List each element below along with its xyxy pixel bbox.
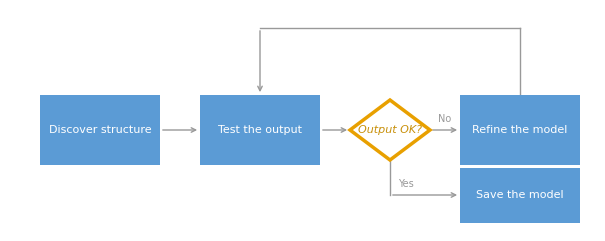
Text: Output OK?: Output OK? [358,125,422,135]
FancyBboxPatch shape [40,95,160,165]
FancyBboxPatch shape [460,95,580,165]
Text: No: No [439,114,451,124]
FancyBboxPatch shape [200,95,320,165]
Text: Discover structure: Discover structure [48,125,151,135]
Text: Test the output: Test the output [218,125,302,135]
Text: Save the model: Save the model [476,190,564,200]
FancyBboxPatch shape [460,167,580,222]
Text: Refine the model: Refine the model [473,125,567,135]
Text: Yes: Yes [398,179,414,189]
Polygon shape [350,100,430,160]
